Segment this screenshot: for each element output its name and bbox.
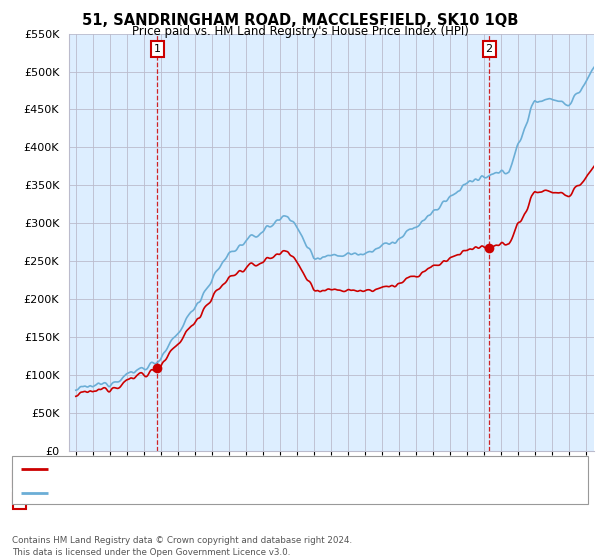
Text: HPI: Average price, detached house, Cheshire East: HPI: Average price, detached house, Ches… [52, 488, 317, 498]
Text: £108,500: £108,500 [198, 474, 251, 484]
Text: 27% ↓ HPI: 27% ↓ HPI [336, 496, 395, 506]
Text: 15% ↓ HPI: 15% ↓ HPI [336, 474, 395, 484]
Text: 51, SANDRINGHAM ROAD, MACCLESFIELD, SK10 1QB: 51, SANDRINGHAM ROAD, MACCLESFIELD, SK10… [82, 13, 518, 28]
Text: £267,000: £267,000 [198, 496, 251, 506]
Text: 2: 2 [16, 496, 23, 506]
Text: 2: 2 [485, 44, 493, 54]
Text: Price paid vs. HM Land Registry's House Price Index (HPI): Price paid vs. HM Land Registry's House … [131, 25, 469, 38]
Text: 51, SANDRINGHAM ROAD, MACCLESFIELD, SK10 1QB (detached house): 51, SANDRINGHAM ROAD, MACCLESFIELD, SK10… [52, 464, 424, 474]
Text: Contains HM Land Registry data © Crown copyright and database right 2024.
This d: Contains HM Land Registry data © Crown c… [12, 536, 352, 557]
Text: 20-OCT-1999: 20-OCT-1999 [39, 474, 112, 484]
Text: 1: 1 [154, 44, 161, 54]
Text: 01-MAY-2019: 01-MAY-2019 [39, 496, 111, 506]
Text: 1: 1 [16, 474, 23, 484]
